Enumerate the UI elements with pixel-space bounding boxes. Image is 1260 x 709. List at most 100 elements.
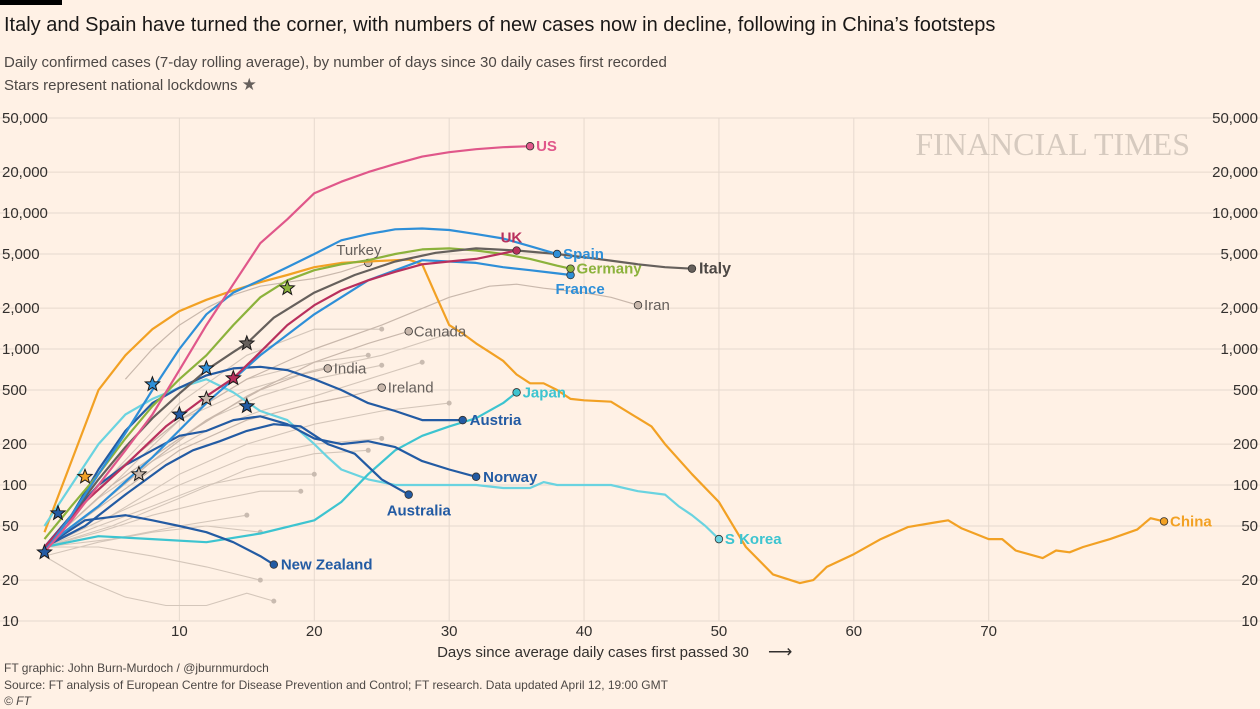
- x-tick-label: 40: [576, 623, 593, 640]
- label-italy: Italy: [699, 261, 731, 278]
- background-line-end: [379, 326, 385, 332]
- series-line-australia: [43, 423, 410, 548]
- background-line-end: [257, 577, 263, 583]
- series-end-dot-s-korea: [714, 534, 724, 544]
- y-tick-label: 20,000: [1212, 164, 1258, 181]
- y-tick-label: 50,000: [1212, 110, 1258, 127]
- label-us: US: [536, 138, 557, 155]
- y-tick-label: 50: [1241, 518, 1258, 535]
- background-line-end: [379, 362, 385, 368]
- x-tick-label: 20: [306, 623, 323, 640]
- label-australia: Australia: [387, 503, 452, 520]
- lockdown-star: [76, 467, 94, 484]
- y-tick-label: 500: [2, 382, 27, 399]
- lockdown-stars: [36, 279, 296, 560]
- label-iran: Iran: [644, 297, 670, 314]
- y-tick-label: 2,000: [2, 300, 40, 317]
- label-turkey: Turkey: [336, 242, 382, 259]
- series-line-norway: [43, 415, 477, 548]
- lockdown-star: [130, 465, 148, 482]
- background-line: [44, 473, 315, 548]
- series-end-dot-uk: [512, 246, 521, 255]
- series-line-germany: [43, 247, 571, 540]
- background-line: [44, 514, 247, 548]
- footer-credit: FT graphic: John Burn-Murdoch / @jburnmu…: [4, 661, 269, 675]
- label-india: India: [334, 360, 367, 377]
- y-tick-label: 100: [2, 477, 27, 494]
- y-tick-label: 50: [2, 518, 19, 535]
- series-line-france: [43, 259, 571, 548]
- lockdown-star: [49, 504, 67, 521]
- lockdown-star: [238, 397, 256, 414]
- x-tick-label: 30: [441, 623, 458, 640]
- background-line-end: [271, 598, 277, 604]
- series-end-dot-china: [1159, 517, 1169, 526]
- series-end-dot-iran: [633, 301, 643, 310]
- arrow-right-icon: ⟶: [768, 642, 792, 661]
- series-end-dot-austria: [458, 415, 467, 425]
- series-end-dot-canada: [404, 327, 413, 336]
- series-line-turkey: [124, 262, 369, 380]
- series-end-dot-japan: [512, 388, 521, 397]
- series-end-dot-norway: [471, 472, 481, 481]
- series-line-china: [43, 258, 1165, 585]
- label-spain: Spain: [563, 246, 604, 263]
- series-lines: [43, 142, 1169, 585]
- background-line-end: [446, 331, 452, 337]
- y-tick-label: 1,000: [1220, 341, 1258, 358]
- y-tick-label: 10,000: [2, 205, 48, 222]
- label-france: France: [556, 281, 605, 298]
- lockdown-star: [278, 279, 296, 296]
- label-canada: Canada: [414, 323, 467, 340]
- y-tick-label: 20,000: [2, 164, 48, 181]
- background-line-end: [365, 447, 371, 453]
- footer-source: Source: FT analysis of European Centre f…: [4, 678, 668, 692]
- y-tick-label: 10: [2, 613, 19, 630]
- series-end-dot-australia: [404, 490, 413, 499]
- lockdown-star: [224, 369, 242, 386]
- y-tick-label: 50,000: [2, 110, 48, 127]
- ft-watermark: FINANCIAL TIMES: [915, 126, 1190, 162]
- y-axis-right: 10 20 50 100 200 500 1,000 2,000 5,000 10,000 20,0…: [1212, 110, 1258, 630]
- lockdown-star: [238, 334, 256, 351]
- x-tick-label: 60: [845, 623, 862, 640]
- series-line-iran: [44, 283, 639, 548]
- label-china: China: [1170, 513, 1212, 530]
- label-norway: Norway: [483, 469, 538, 486]
- series-end-dot-us: [525, 142, 535, 151]
- series-end-dot-india: [323, 364, 332, 373]
- lockdown-star: [143, 375, 161, 392]
- chart-subtitle-stars: Stars represent national lockdowns ★: [4, 75, 257, 95]
- label-japan: Japan: [523, 384, 566, 401]
- x-tick-label: 50: [711, 623, 728, 640]
- subtitle-stars-text: Stars represent national lockdowns: [4, 77, 238, 94]
- background-line-end: [419, 359, 425, 365]
- series-line-japan: [44, 391, 518, 549]
- label-germany: Germany: [577, 261, 643, 278]
- y-tick-label: 200: [2, 436, 27, 453]
- background-line-end: [311, 471, 317, 477]
- y-tick-label: 20: [2, 572, 19, 589]
- series-end-labels: US Spain UK Germany Italy France Iran Turkey Can…: [281, 138, 1213, 573]
- series-line-spain: [43, 227, 558, 553]
- series-end-dot-spain: [552, 249, 562, 259]
- y-tick-label: 100: [1233, 477, 1258, 494]
- background-line: [44, 555, 274, 607]
- background-line-end: [379, 435, 385, 441]
- background-line-end: [298, 488, 304, 494]
- series-line-canada: [44, 330, 409, 548]
- y-tick-label: 1,000: [2, 341, 40, 358]
- y-tick-label: 500: [1233, 382, 1258, 399]
- y-tick-label: 2,000: [1220, 300, 1258, 317]
- background-line-end: [244, 512, 250, 518]
- series-line-us: [43, 145, 531, 554]
- y-tick-label: 10,000: [1212, 205, 1258, 222]
- label-ireland: Ireland: [388, 380, 434, 397]
- y-tick-label: 20: [1241, 572, 1258, 589]
- background-line-end: [446, 400, 452, 406]
- lockdown-star: [197, 359, 215, 376]
- chart-title: Italy and Spain have turned the corner, …: [4, 14, 996, 36]
- y-tick-label: 200: [1233, 436, 1258, 453]
- series-end-dot-new-zealand: [269, 560, 279, 569]
